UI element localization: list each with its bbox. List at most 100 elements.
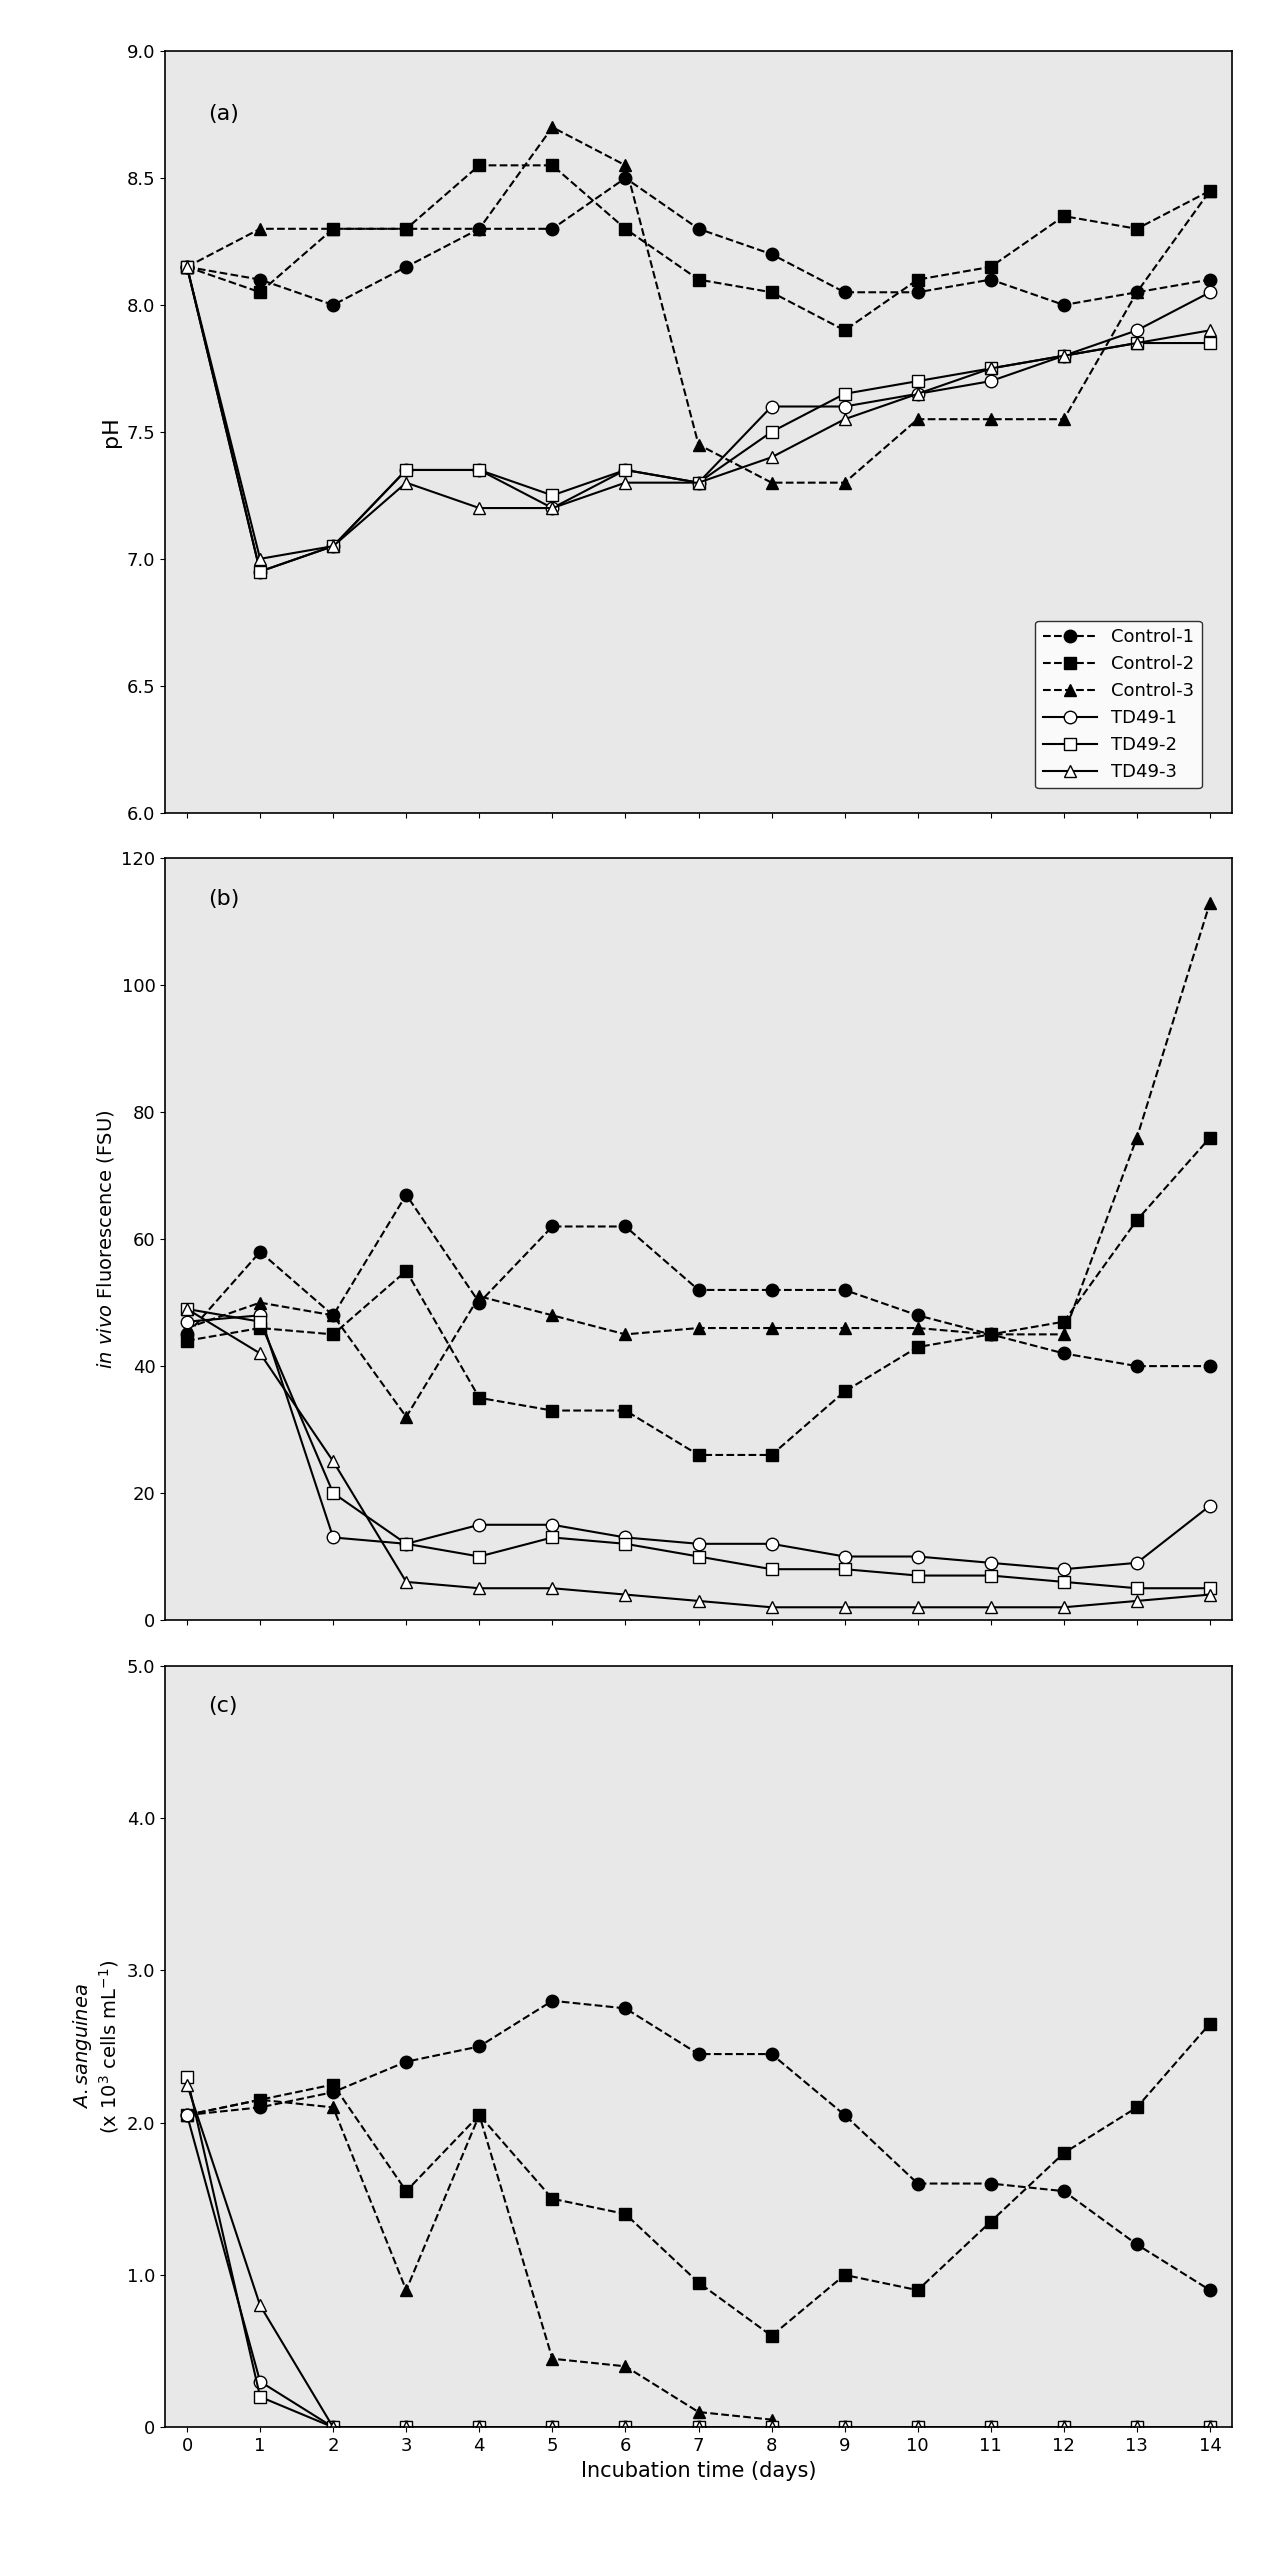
TD49-1 <box>691 468 706 498</box>
TD49-2 <box>325 1477 340 1507</box>
Control-1 <box>765 2039 780 2070</box>
TD49-1 <box>1129 1548 1144 1579</box>
Control-2 <box>253 1313 268 1344</box>
TD49-1 <box>179 1306 194 1336</box>
TD49-3 <box>911 1592 926 1622</box>
TD49-1 <box>911 1541 926 1571</box>
TD49-3 <box>765 1592 780 1622</box>
Control-1 <box>617 164 632 194</box>
Control-2 <box>837 314 852 345</box>
TD49-3 <box>1203 2412 1218 2443</box>
Control-3 <box>691 429 706 460</box>
TD49-3 <box>179 2070 194 2100</box>
Control-3 <box>399 1403 414 1433</box>
Control-2 <box>545 2185 560 2215</box>
TD49-2 <box>545 2412 560 2443</box>
Line: TD49-3: TD49-3 <box>180 2077 1217 2432</box>
Control-1 <box>911 276 926 307</box>
TD49-2 <box>1203 2412 1218 2443</box>
TD49-1 <box>765 2412 780 2443</box>
TD49-3 <box>325 2412 340 2443</box>
TD49-1 <box>617 455 632 485</box>
Control-2 <box>1057 202 1072 233</box>
TD49-2 <box>545 480 560 511</box>
Text: (c): (c) <box>208 1697 237 1717</box>
TD49-1 <box>545 2412 560 2443</box>
Line: TD49-3: TD49-3 <box>180 261 1217 565</box>
TD49-3 <box>983 2412 998 2443</box>
Line: TD49-1: TD49-1 <box>180 2108 1217 2432</box>
Line: TD49-3: TD49-3 <box>180 1303 1217 1615</box>
TD49-3 <box>765 2412 780 2443</box>
TD49-2 <box>253 2381 268 2412</box>
Control-3 <box>545 2343 560 2374</box>
Line: Control-3: Control-3 <box>180 2093 777 2425</box>
Line: Control-1: Control-1 <box>180 171 1217 312</box>
TD49-3 <box>1129 1587 1144 1617</box>
Line: TD49-1: TD49-1 <box>180 1308 1217 1576</box>
Control-3 <box>911 404 926 434</box>
TD49-2 <box>691 468 706 498</box>
Control-3 <box>1203 887 1218 917</box>
TD49-1 <box>545 1510 560 1541</box>
TD49-2 <box>1129 1574 1144 1605</box>
TD49-3 <box>837 2412 852 2443</box>
TD49-1 <box>617 2412 632 2443</box>
TD49-3 <box>471 1574 486 1605</box>
Control-2 <box>983 2208 998 2238</box>
Control-3 <box>617 1318 632 1349</box>
Control-1 <box>1057 1339 1072 1369</box>
TD49-1 <box>1129 2412 1144 2443</box>
Control-1 <box>837 276 852 307</box>
TD49-1 <box>1203 2412 1218 2443</box>
TD49-1 <box>1057 340 1072 370</box>
TD49-2 <box>471 455 486 485</box>
Control-3 <box>1129 276 1144 307</box>
TD49-2 <box>325 531 340 562</box>
Control-2 <box>617 1395 632 1426</box>
Control-1 <box>911 1300 926 1331</box>
TD49-3 <box>911 2412 926 2443</box>
Control-3 <box>545 112 560 143</box>
Control-1 <box>471 2031 486 2062</box>
Control-1 <box>471 215 486 245</box>
Control-2 <box>691 263 706 294</box>
TD49-2 <box>617 455 632 485</box>
Control-1 <box>1203 263 1218 294</box>
TD49-3 <box>471 2412 486 2443</box>
TD49-1 <box>691 1528 706 1559</box>
Control-1 <box>765 238 780 268</box>
Control-2 <box>1203 1122 1218 1152</box>
Control-1 <box>1203 2274 1218 2305</box>
Control-2 <box>253 2085 268 2116</box>
TD49-3 <box>837 1592 852 1622</box>
Control-2 <box>765 276 780 307</box>
Control-3 <box>1057 1318 1072 1349</box>
Control-2 <box>911 263 926 294</box>
Control-1 <box>1057 2177 1072 2208</box>
TD49-1 <box>471 1510 486 1541</box>
TD49-3 <box>545 2412 560 2443</box>
TD49-2 <box>1057 1566 1072 1597</box>
TD49-1 <box>837 1541 852 1571</box>
TD49-2 <box>837 2412 852 2443</box>
TD49-2 <box>983 353 998 383</box>
Control-2 <box>691 2266 706 2297</box>
Control-3 <box>399 215 414 245</box>
Control-1 <box>1129 1352 1144 1382</box>
TD49-1 <box>325 1523 340 1553</box>
Control-1 <box>545 1985 560 2016</box>
Control-3 <box>837 468 852 498</box>
Control-1 <box>399 2047 414 2077</box>
TD49-2 <box>1129 327 1144 358</box>
TD49-2 <box>617 1528 632 1559</box>
TD49-1 <box>837 391 852 422</box>
TD49-2 <box>253 1306 268 1336</box>
TD49-1 <box>1203 276 1218 307</box>
TD49-3 <box>911 378 926 409</box>
Control-3 <box>765 2404 780 2435</box>
TD49-2 <box>691 2412 706 2443</box>
Control-3 <box>179 250 194 281</box>
Control-1 <box>545 1211 560 1242</box>
Control-2 <box>179 2100 194 2131</box>
